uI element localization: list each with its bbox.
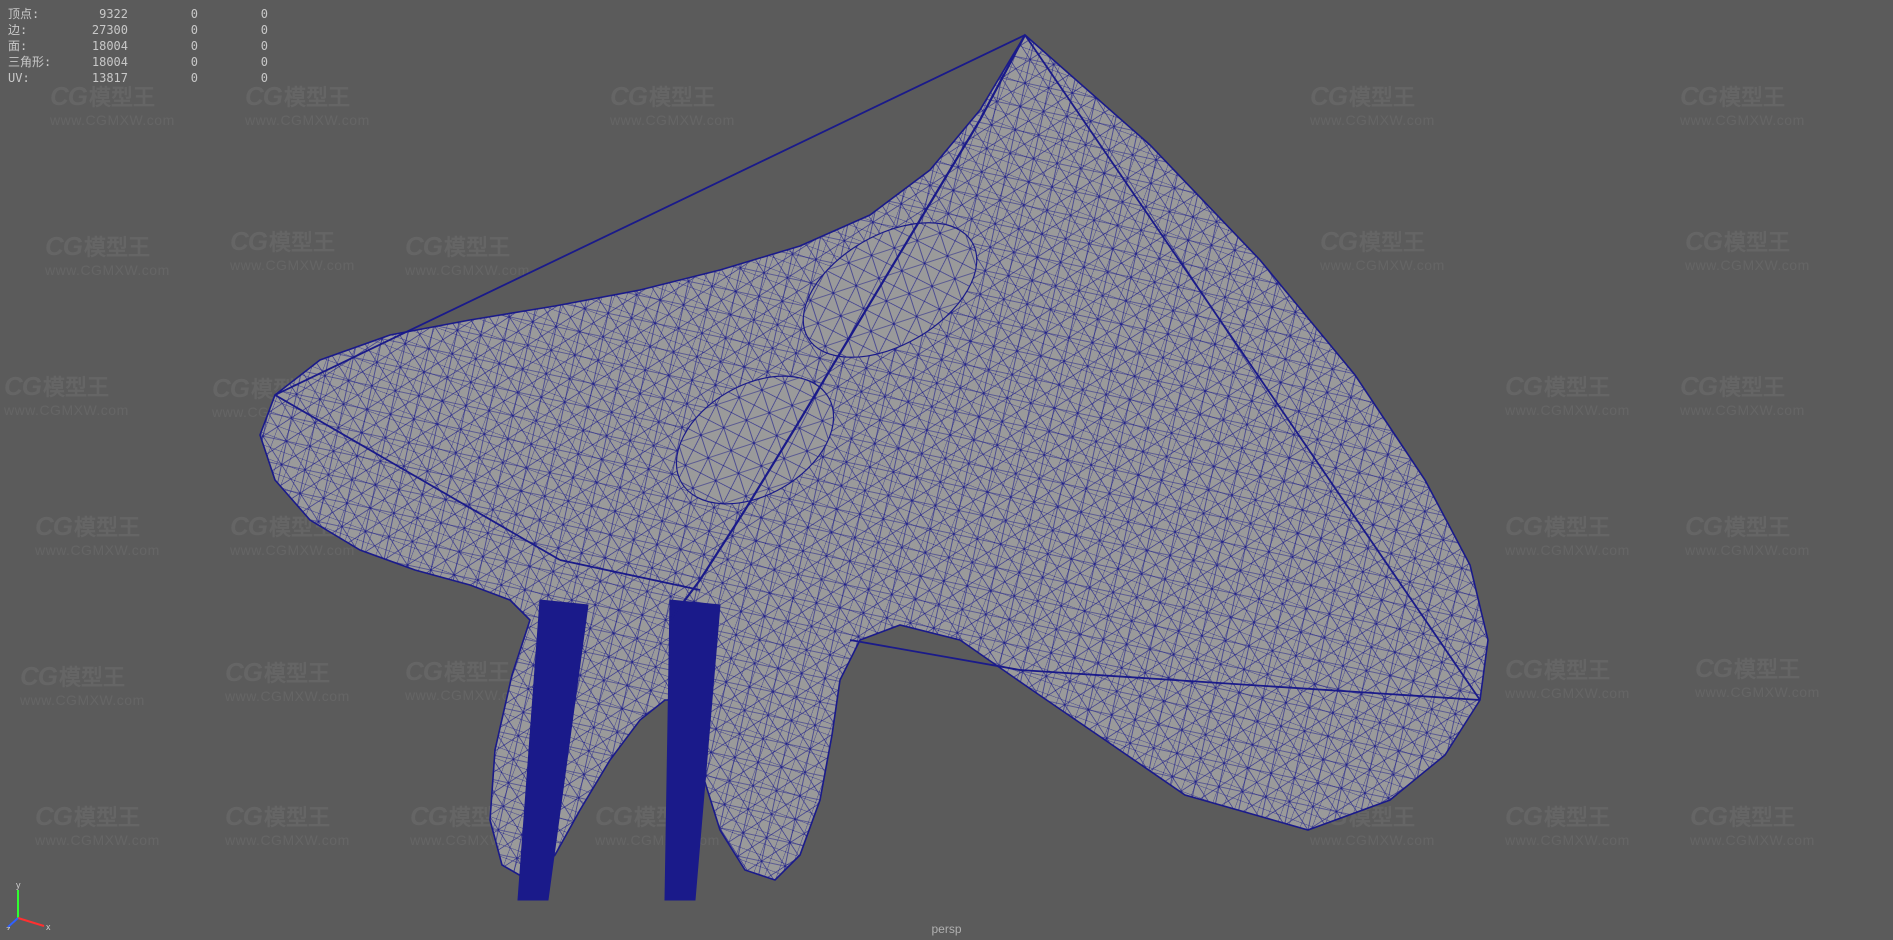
camera-name-label: persp (931, 922, 961, 936)
hud-row: 面:1800400 (8, 38, 268, 54)
hud-value: 0 (128, 38, 198, 54)
viewport-3d[interactable]: CG模型王www.CGMXW.comCG模型王www.CGMXW.comCG模型… (0, 0, 1893, 940)
hud-label: UV: (8, 70, 58, 86)
hud-value: 0 (198, 6, 268, 22)
hud-value: 18004 (58, 54, 128, 70)
svg-text:x: x (46, 922, 51, 930)
hud-value: 18004 (58, 38, 128, 54)
hud-label: 三角形: (8, 54, 58, 70)
hud-row: UV:1381700 (8, 70, 268, 86)
hud-value: 0 (128, 70, 198, 86)
view-axis-gizmo: y x z (6, 880, 56, 930)
hud-row: 顶点:932200 (8, 6, 268, 22)
hud-value: 9322 (58, 6, 128, 22)
hud-value: 0 (128, 54, 198, 70)
polycount-hud: 顶点:932200边:2730000面:1800400三角形:1800400UV… (8, 6, 268, 86)
hud-value: 0 (128, 22, 198, 38)
svg-text:y: y (16, 880, 21, 890)
hud-value: 0 (198, 70, 268, 86)
hud-label: 边: (8, 22, 58, 38)
hud-label: 面: (8, 38, 58, 54)
hud-value: 13817 (58, 70, 128, 86)
hud-row: 边:2730000 (8, 22, 268, 38)
hud-value: 0 (198, 22, 268, 38)
hud-value: 27300 (58, 22, 128, 38)
svg-text:z: z (6, 924, 11, 930)
hud-value: 0 (198, 38, 268, 54)
hud-label: 顶点: (8, 6, 58, 22)
hud-value: 0 (128, 6, 198, 22)
model-wireframe (0, 0, 1893, 940)
hud-row: 三角形:1800400 (8, 54, 268, 70)
hud-value: 0 (198, 54, 268, 70)
